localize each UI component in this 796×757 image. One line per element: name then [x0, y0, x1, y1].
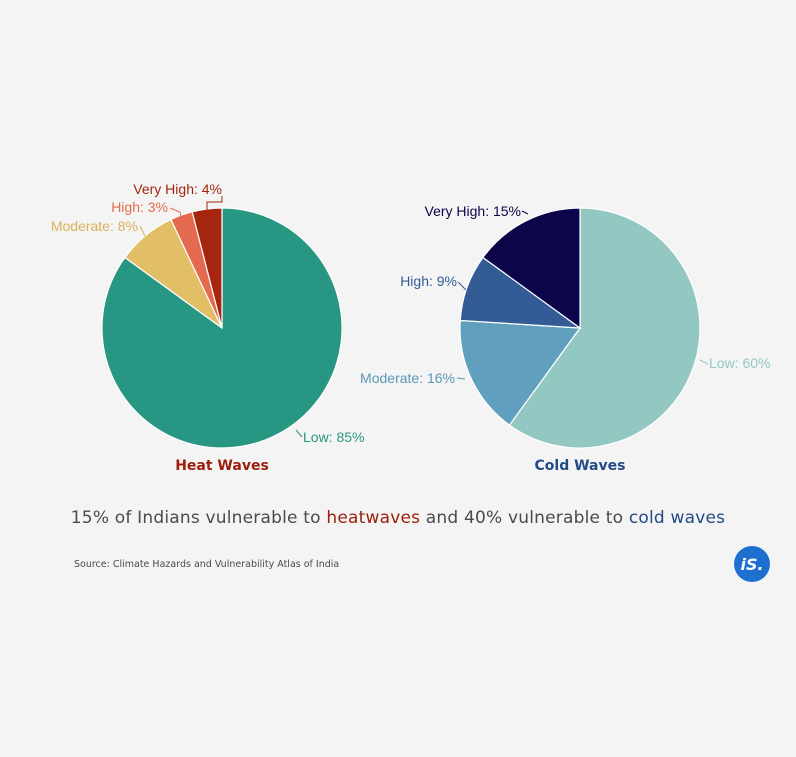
cold-slice-moderate — [459, 319, 582, 426]
headline-part1: 15% of Indians vulnerable to — [70, 508, 327, 528]
headline-cold-waves: cold waves — [628, 508, 726, 528]
headline-part2: and 40% vulnerable to — [420, 508, 629, 528]
brand-logo[interactable]: iS. — [734, 546, 770, 582]
cold-leader-high — [457, 281, 467, 291]
heat-label-very-high: Very High: 4% — [133, 181, 222, 197]
cold-label-moderate: Moderate: 16% — [360, 370, 455, 386]
cold-slice-low — [508, 207, 701, 449]
cold-leader-moderate — [456, 377, 466, 380]
heat-chart-title: Heat Waves — [175, 458, 269, 474]
heat-waves-pie-chart: Low: 85% Moderate: 8% High: 3% Very High: 4… — [51, 181, 365, 474]
cold-waves-pie-chart: Low: 60% Moderate: 16% High: 9% Very High: … — [360, 203, 770, 474]
cold-label-high: High: 9% — [400, 273, 457, 289]
charts-canvas: Low: 85% Moderate: 8% High: 3% Very High: 4… — [51, 181, 771, 474]
headline: 15% of Indians vulnerable to heatwaves a… — [0, 508, 796, 528]
heat-leader-moderate — [139, 225, 146, 237]
cold-leader-very-high — [521, 210, 529, 215]
heat-leader-low — [295, 429, 303, 438]
cold-label-low: Low: 60% — [709, 355, 770, 371]
headline-heatwaves: heatwaves — [326, 508, 421, 528]
source-note: Source: Climate Hazards and Vulnerabilit… — [74, 559, 340, 570]
heat-label-low: Low: 85% — [303, 429, 364, 445]
cold-slice-very-high — [482, 207, 581, 330]
cold-leader-low — [699, 359, 709, 365]
heat-leader-very-high — [206, 196, 223, 210]
cold-label-very-high: Very High: 15% — [425, 203, 522, 219]
heat-leader-high — [169, 207, 182, 218]
cold-chart-title: Cold Waves — [535, 458, 626, 474]
heat-label-high: High: 3% — [111, 199, 168, 215]
heat-label-moderate: Moderate: 8% — [51, 218, 138, 234]
